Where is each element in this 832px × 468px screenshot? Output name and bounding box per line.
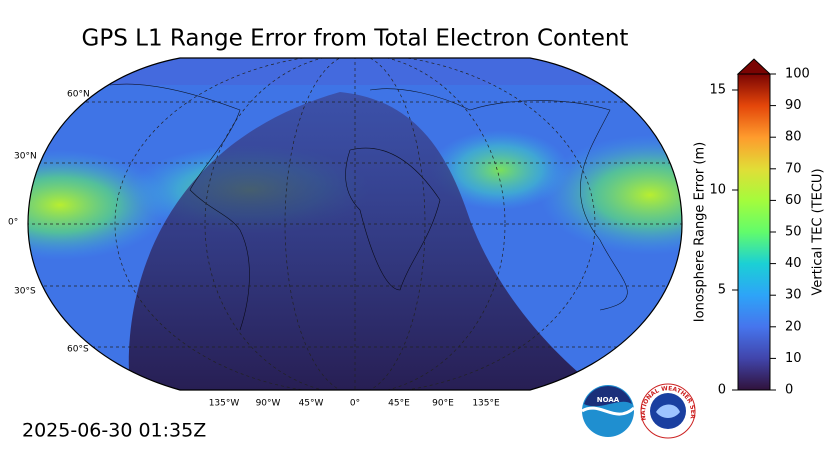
map-border <box>27 57 683 391</box>
left-tick-label: 5 <box>718 283 726 298</box>
right-tick-label: 50 <box>785 225 802 240</box>
right-tick-label: 30 <box>785 288 802 303</box>
right-tick-label: 70 <box>785 161 802 176</box>
left-tick-label: 10 <box>709 183 726 198</box>
lat-label: 60°S <box>67 345 89 355</box>
lat-labels: 60°N 30°N 0° 30°S 60°S <box>8 90 90 355</box>
lon-label: 135°E <box>472 399 500 409</box>
colorbar <box>737 73 771 391</box>
right-tick-label: 40 <box>785 256 802 271</box>
lon-label: 135°W <box>209 399 240 409</box>
noaa-text: NOAA <box>597 396 620 404</box>
left-tick-label: 15 <box>709 83 726 98</box>
noaa-logo: NOAA <box>581 385 635 437</box>
right-tick-label: 100 <box>785 67 810 82</box>
lon-label: 90°E <box>432 399 454 409</box>
colorbar-left-label: Ionosphere Range Error (m) <box>693 142 708 322</box>
right-tick-label: 20 <box>785 319 802 334</box>
lat-label: 60°N <box>67 90 90 100</box>
lat-label: 0° <box>8 218 18 228</box>
left-tick-label: 0 <box>718 383 726 398</box>
lon-label: 45°E <box>388 399 410 409</box>
lon-label: 90°W <box>256 399 281 409</box>
right-tick-label: 90 <box>785 98 802 113</box>
lat-label: 30°N <box>14 152 37 162</box>
map <box>28 58 682 390</box>
colorbar-right-label: Vertical TEC (TECU) <box>811 168 826 295</box>
right-tick-label: 80 <box>785 130 802 145</box>
title: GPS L1 Range Error from Total Electron C… <box>82 26 629 52</box>
timestamp: 2025-06-30 01:35Z <box>22 420 206 442</box>
lon-labels: 135°W 90°W 45°W 0° 45°E 90°E 135°E <box>209 399 500 409</box>
colorbar-extend <box>736 58 772 75</box>
right-tick-label: 0 <box>785 383 793 398</box>
right-tick-label: 10 <box>785 351 802 366</box>
lat-label: 30°S <box>14 287 36 297</box>
colorbar-ticks: 0 5 10 15 0 10 20 30 40 50 60 70 80 90 100 <box>709 67 809 398</box>
lon-label: 0° <box>350 399 360 409</box>
lon-label: 45°W <box>299 399 324 409</box>
right-tick-label: 60 <box>785 193 802 208</box>
